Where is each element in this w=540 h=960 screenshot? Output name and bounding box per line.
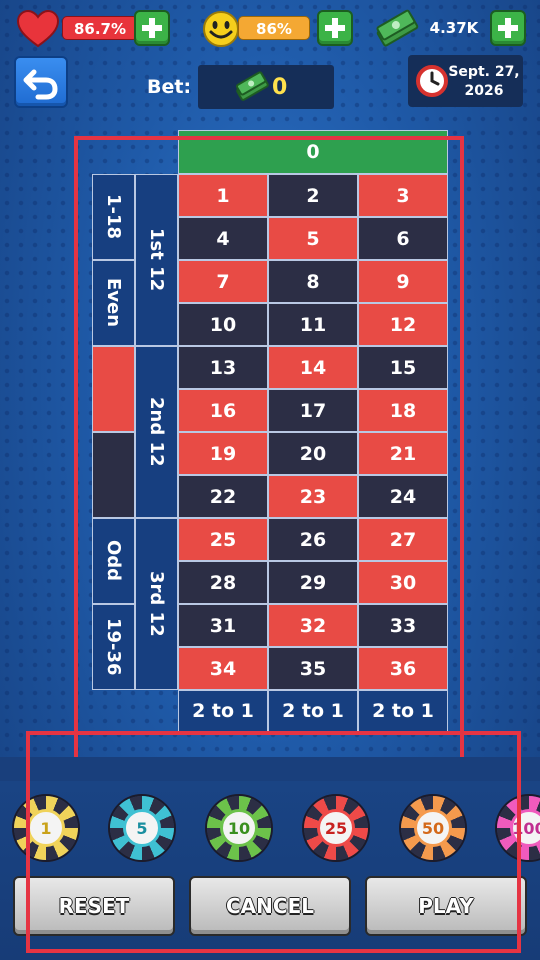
number-cell-14[interactable]: 14 <box>268 346 358 389</box>
red-bet-cell[interactable] <box>92 346 135 432</box>
chip-10[interactable]: 10 <box>207 796 271 860</box>
date-line-1: Sept. 27, <box>448 64 520 80</box>
number-cell-21[interactable]: 21 <box>358 432 448 475</box>
undo-arrow-icon <box>23 69 58 100</box>
number-cell-5[interactable]: 5 <box>268 217 358 260</box>
number-cell-13[interactable]: 13 <box>178 346 268 389</box>
play-button[interactable]: PLAY <box>365 876 527 936</box>
bet-label: Bet: <box>147 76 192 98</box>
date-text: Sept. 27, 2026 <box>448 63 520 101</box>
dozen-cell-1[interactable]: 1st 12 <box>135 174 178 346</box>
number-cell-6[interactable]: 6 <box>358 217 448 260</box>
number-cell-30[interactable]: 30 <box>358 561 448 604</box>
chip-value: 10 <box>220 809 258 847</box>
date-display: Sept. 27, 2026 <box>408 55 523 107</box>
outside-bet-label: 19-36 <box>103 618 124 676</box>
number-cell-26[interactable]: 26 <box>268 518 358 561</box>
health-stat: 86.7% <box>14 10 174 48</box>
number-cell-24[interactable]: 24 <box>358 475 448 518</box>
number-cell-16[interactable]: 16 <box>178 389 268 432</box>
outside-bet-label: Even <box>103 278 124 328</box>
even-bet-cell[interactable]: Even <box>92 260 135 346</box>
cash-icon <box>235 71 269 101</box>
health-value: 86.7% <box>62 16 138 40</box>
chip-50[interactable]: 50 <box>401 796 465 860</box>
high-bet-cell[interactable]: 19-36 <box>92 604 135 690</box>
number-cell-2[interactable]: 2 <box>268 174 358 217</box>
number-cell-33[interactable]: 33 <box>358 604 448 647</box>
dozen-cell-3[interactable]: 3rd 12 <box>135 518 178 690</box>
number-cell-1[interactable]: 1 <box>178 174 268 217</box>
number-cell-11[interactable]: 11 <box>268 303 358 346</box>
date-line-2: 2026 <box>464 83 504 99</box>
chip-1[interactable]: 1 <box>14 796 78 860</box>
cancel-button[interactable]: CANCEL <box>189 876 351 936</box>
number-cell-4[interactable]: 4 <box>178 217 268 260</box>
number-cell-19[interactable]: 19 <box>178 432 268 475</box>
outside-bet-label: 1-18 <box>103 194 124 240</box>
number-cell-35[interactable]: 35 <box>268 647 358 690</box>
number-cell-34[interactable]: 34 <box>178 647 268 690</box>
number-cell-20[interactable]: 20 <box>268 432 358 475</box>
number-cell-27[interactable]: 27 <box>358 518 448 561</box>
number-cell-10[interactable]: 10 <box>178 303 268 346</box>
number-cell-9[interactable]: 9 <box>358 260 448 303</box>
column-bet-cell-1[interactable]: 2 to 1 <box>178 690 268 732</box>
dozen-label: 3rd 12 <box>146 571 167 637</box>
column-bet-cell-2[interactable]: 2 to 1 <box>268 690 358 732</box>
clock-icon <box>416 65 448 97</box>
cash-stack-icon <box>376 9 419 47</box>
dozen-label: 2nd 12 <box>146 397 167 467</box>
chip-value: 100 <box>510 809 540 847</box>
bet-value: 0 <box>272 75 288 100</box>
number-cell-28[interactable]: 28 <box>178 561 268 604</box>
number-cell-3[interactable]: 3 <box>358 174 448 217</box>
low-bet-cell[interactable]: 1-18 <box>92 174 135 260</box>
odd-bet-cell[interactable]: Odd <box>92 518 135 604</box>
number-cell-15[interactable]: 15 <box>358 346 448 389</box>
bet-display: 0 <box>198 65 334 109</box>
number-cell-31[interactable]: 31 <box>178 604 268 647</box>
number-cell-23[interactable]: 23 <box>268 475 358 518</box>
money-stat: 4.37K <box>374 9 526 47</box>
happiness-value: 86% <box>238 16 310 40</box>
back-button[interactable] <box>14 56 68 108</box>
number-cell-17[interactable]: 17 <box>268 389 358 432</box>
chip-5[interactable]: 5 <box>110 796 174 860</box>
chip-value: 25 <box>317 809 355 847</box>
add-health-button[interactable] <box>134 10 170 46</box>
number-cell-12[interactable]: 12 <box>358 303 448 346</box>
number-cell-29[interactable]: 29 <box>268 561 358 604</box>
money-value: 4.37K <box>429 19 479 37</box>
number-cell-22[interactable]: 22 <box>178 475 268 518</box>
number-cell-36[interactable]: 36 <box>358 647 448 690</box>
happiness-stat: 86% <box>202 10 354 47</box>
number-cell-8[interactable]: 8 <box>268 260 358 303</box>
add-happiness-button[interactable] <box>317 10 353 46</box>
smiley-icon <box>203 11 239 47</box>
heart-icon <box>16 10 60 48</box>
dozen-label: 1st 12 <box>146 228 167 292</box>
chip-tray-rail <box>0 757 540 781</box>
dozen-cell-2[interactable]: 2nd 12 <box>135 346 178 518</box>
chip-value: 50 <box>414 809 452 847</box>
number-cell-7[interactable]: 7 <box>178 260 268 303</box>
column-bet-cell-3[interactable]: 2 to 1 <box>358 690 448 732</box>
chip-value: 1 <box>27 809 65 847</box>
add-money-button[interactable] <box>490 10 526 46</box>
outside-bet-label: Odd <box>103 540 124 582</box>
chip-25[interactable]: 25 <box>304 796 368 860</box>
number-cell-32[interactable]: 32 <box>268 604 358 647</box>
chip-value: 5 <box>123 809 161 847</box>
zero-cell[interactable]: 0 <box>178 130 448 174</box>
number-cell-25[interactable]: 25 <box>178 518 268 561</box>
black-bet-cell[interactable] <box>92 432 135 518</box>
reset-button[interactable]: RESET <box>13 876 175 936</box>
number-cell-18[interactable]: 18 <box>358 389 448 432</box>
